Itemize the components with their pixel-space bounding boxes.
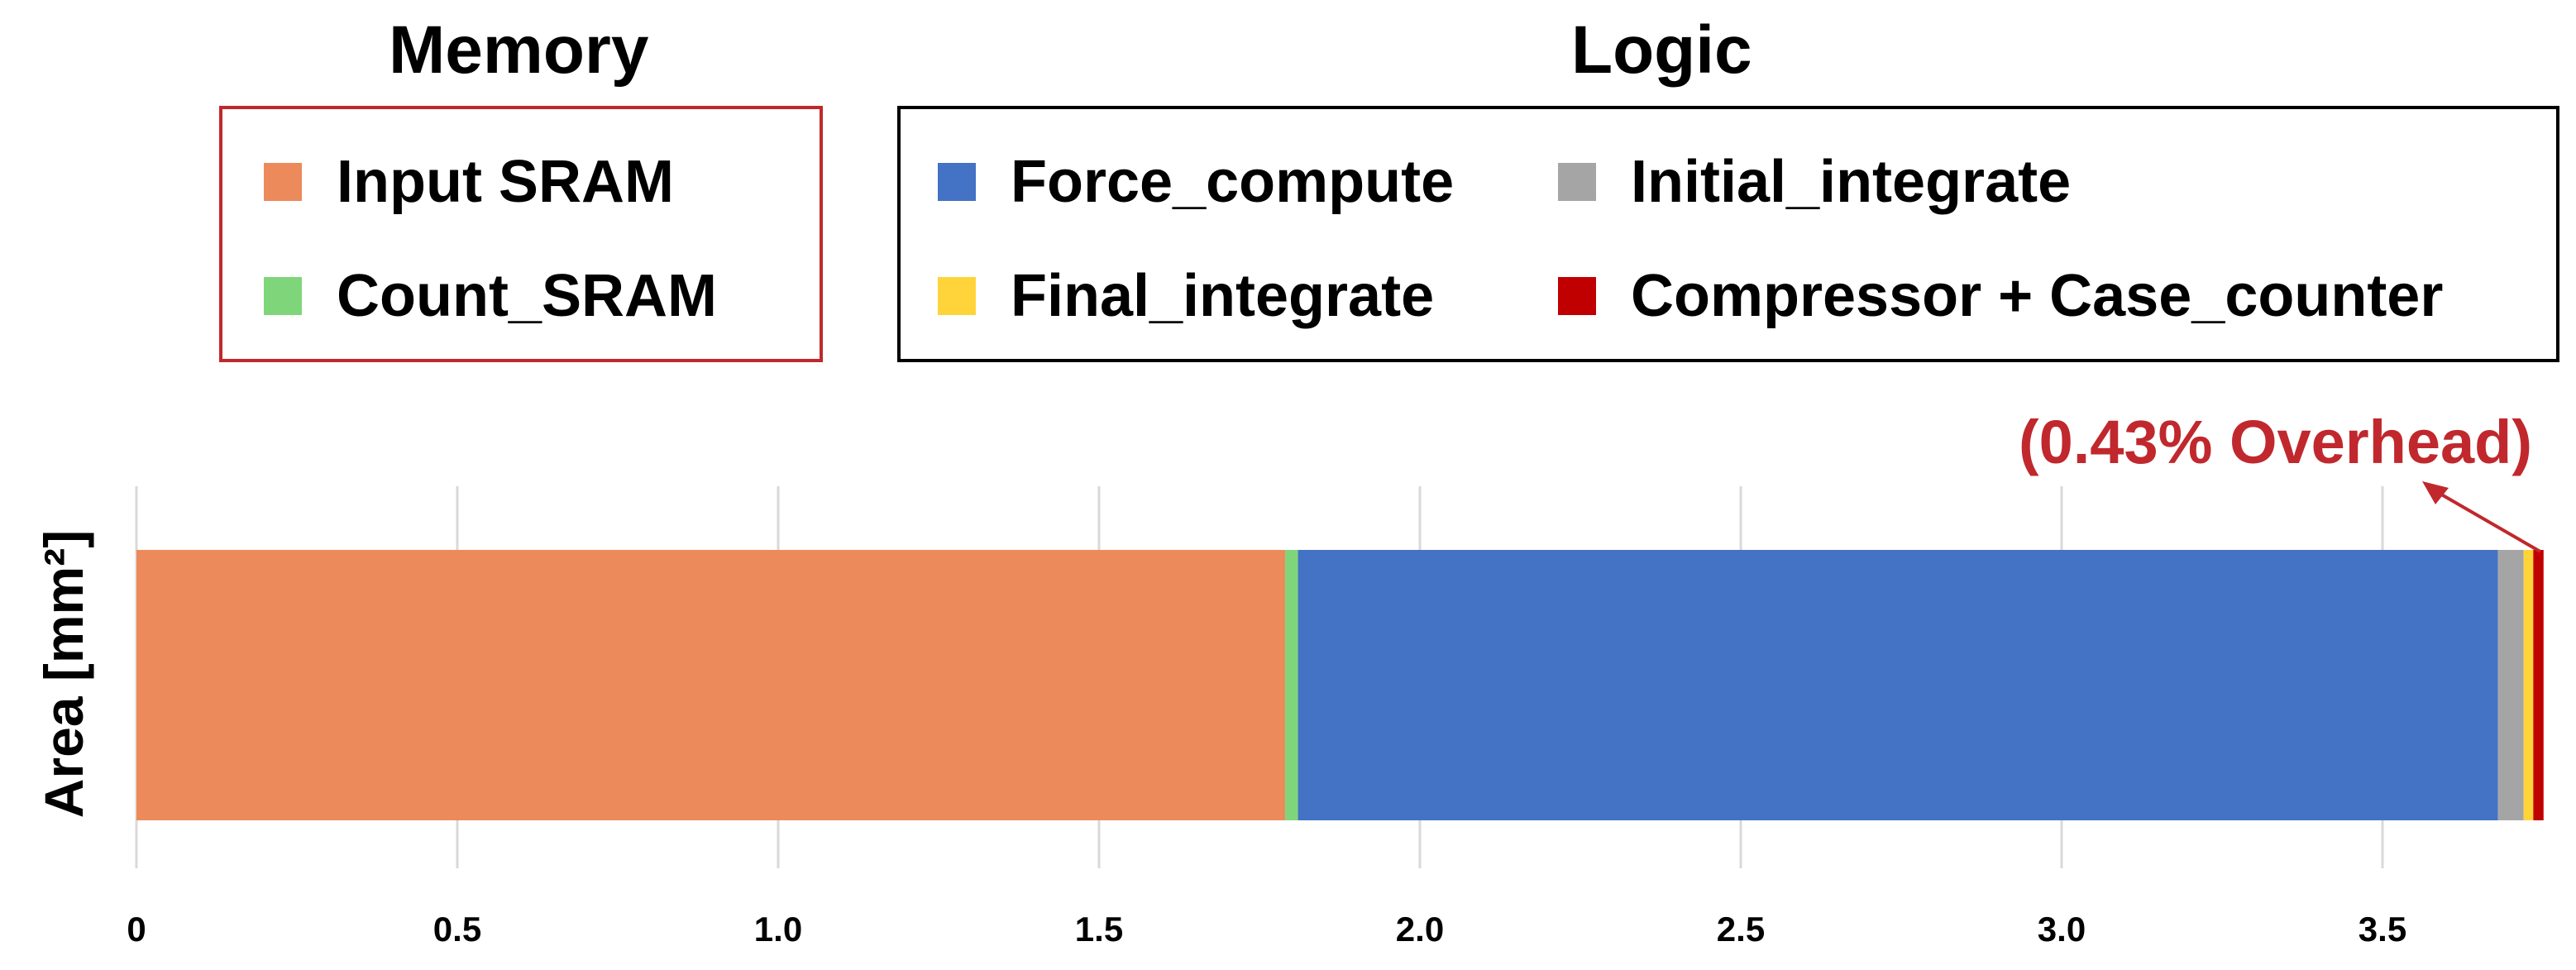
bar-segment-compressor-case-counter — [2533, 550, 2544, 820]
legend-label-force-compute: Force_compute — [1011, 149, 1455, 215]
x-tick-label: 3.5 — [2359, 910, 2406, 948]
x-tick-label: 1.5 — [1075, 910, 1123, 948]
x-tick-label: 1.0 — [754, 910, 802, 948]
y-axis-label: Area [mm²] — [33, 530, 94, 818]
x-tick-label: 2.0 — [1396, 910, 1444, 948]
x-tick-label: 3.0 — [2038, 910, 2086, 948]
x-tick-label: 0 — [127, 910, 146, 948]
legend-swatch-count-sram — [264, 277, 302, 315]
legend-item-final-integrate: Final_integrate — [938, 266, 1434, 326]
bar-segment-count-sram — [1285, 550, 1298, 820]
logic-legend: Force_compute Initial_integrate Final_in… — [897, 106, 2559, 362]
legend-item-count-sram: Count_SRAM — [264, 266, 717, 326]
bar-segment-final-integrate — [2523, 550, 2534, 820]
memory-legend: Input SRAM Count_SRAM — [219, 106, 823, 362]
memory-legend-title: Memory — [389, 12, 649, 88]
overhead-annotation-arrowhead — [2422, 481, 2449, 504]
legend-label-final-integrate: Final_integrate — [1011, 263, 1435, 329]
x-tick-labels: 0 0.5 1.0 1.5 2.0 2.5 3.0 3.5 — [127, 910, 2406, 948]
legend-item-force-compute: Force_compute — [938, 152, 1454, 212]
legend-swatch-force-compute — [938, 163, 976, 201]
legend-item-input-sram: Input SRAM — [264, 152, 674, 212]
legend-item-compressor-case-counter: Compressor + Case_counter — [1558, 266, 2443, 326]
bar-segment-initial-integrate — [2497, 550, 2524, 820]
x-tick-label: 2.5 — [1717, 910, 1765, 948]
bar-segment-input-sram — [136, 550, 1286, 820]
bar-segment-force-compute — [1298, 550, 2498, 820]
legend-label-compressor-case-counter: Compressor + Case_counter — [1631, 263, 2444, 329]
x-tick-label: 0.5 — [433, 910, 481, 948]
logic-legend-title: Logic — [1571, 12, 1752, 88]
legend-swatch-final-integrate — [938, 277, 976, 315]
legend-swatch-compressor-case-counter — [1558, 277, 1596, 315]
legend-swatch-initial-integrate — [1558, 163, 1596, 201]
legend-label-count-sram: Count_SRAM — [337, 263, 717, 329]
overhead-annotation: (0.43% Overhead) — [2019, 408, 2541, 553]
bar-segments — [136, 550, 2544, 820]
legend-item-initial-integrate: Initial_integrate — [1558, 152, 2071, 212]
legend-swatch-input-sram — [264, 163, 302, 201]
legend-label-initial-integrate: Initial_integrate — [1631, 149, 2072, 215]
legend-label-input-sram: Input SRAM — [337, 149, 674, 215]
overhead-annotation-arrow-line — [2425, 485, 2541, 553]
overhead-annotation-text: (0.43% Overhead) — [2019, 408, 2532, 476]
